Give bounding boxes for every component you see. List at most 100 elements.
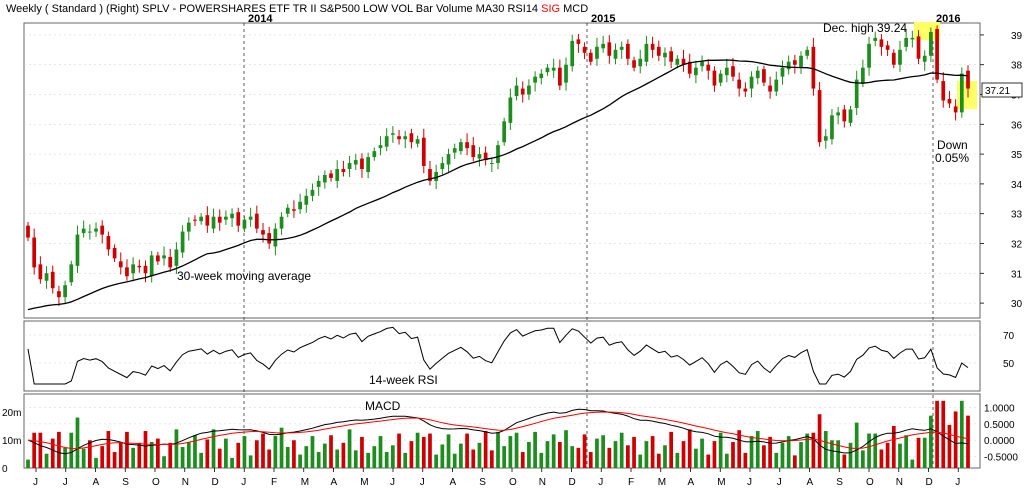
volume-bar	[285, 447, 290, 468]
price-bar-body	[545, 67, 550, 73]
month-label: J	[63, 477, 68, 488]
price-bar-body	[335, 169, 340, 181]
volume-bar	[780, 442, 785, 468]
volume-bar	[180, 447, 185, 468]
volume-bar	[254, 440, 259, 468]
volume-bar	[391, 445, 395, 468]
price-bar-body	[941, 81, 946, 101]
volume-bar	[613, 441, 618, 468]
macd-tick-label: 1.0000	[984, 404, 1015, 415]
volume-bar	[125, 431, 129, 468]
volume-bar	[687, 429, 692, 468]
volume-bar	[94, 457, 98, 468]
volume-bar	[502, 446, 507, 468]
volume-bar	[32, 432, 37, 468]
month-label: J	[955, 477, 960, 488]
price-bar-body	[186, 222, 191, 232]
volume-bar	[576, 447, 581, 468]
macd-tick-label: 0.0000	[984, 436, 1015, 447]
volume-bar	[446, 434, 451, 468]
volume-bar	[273, 436, 278, 468]
volume-bar	[459, 443, 463, 468]
rsi-line	[27, 326, 969, 385]
price-bar-body	[483, 152, 488, 161]
price-bar-body	[391, 133, 395, 135]
price-bar-body	[465, 142, 469, 149]
price-bar-body	[298, 201, 302, 210]
price-bar-body	[718, 73, 723, 83]
month-label: M	[360, 477, 368, 488]
volume-bar	[452, 453, 457, 468]
month-label: F	[628, 477, 634, 488]
volume-bar	[471, 449, 476, 468]
volume-bar	[762, 445, 766, 468]
volume-bar	[916, 437, 921, 468]
price-bar-body	[922, 55, 927, 62]
price-bar-body	[316, 180, 321, 187]
price-bar-body	[353, 160, 358, 165]
volume-bar	[694, 448, 698, 468]
volume-bar	[731, 441, 735, 468]
month-label: O	[152, 477, 160, 488]
price-bar-body	[32, 237, 37, 268]
volume-bar	[663, 445, 667, 468]
volume-bar	[38, 432, 43, 468]
price-bar-body	[267, 233, 272, 244]
price-bar-body	[477, 154, 482, 159]
volume-bar	[724, 453, 729, 468]
volume-bar	[57, 431, 61, 468]
volume-bar	[879, 449, 884, 468]
volume-bar	[496, 431, 500, 468]
volume-bar	[891, 426, 896, 468]
price-bar-body	[663, 52, 667, 58]
last-price-box	[981, 82, 1023, 98]
volume-tick-label: 20m	[2, 408, 21, 419]
price-bar-body	[805, 49, 810, 56]
volume-bar	[384, 452, 389, 468]
price-bar-body	[576, 39, 581, 44]
volume-bar	[848, 442, 853, 468]
dec-high-annotation: Dec. high 39.24	[823, 21, 907, 35]
macd-annotation: MACD	[365, 399, 401, 413]
price-bar-body	[786, 61, 791, 70]
price-bar-body	[94, 228, 98, 232]
price-bar-body	[205, 215, 210, 226]
price-bar-body	[694, 67, 698, 76]
volume-bar	[712, 441, 717, 468]
ma-annotation: 30-week moving average	[177, 269, 311, 283]
volume-bar	[44, 453, 49, 468]
volume-bar	[69, 432, 74, 468]
sig-label: SIG	[541, 3, 560, 15]
price-bar-body	[87, 231, 92, 233]
price-bar-body	[409, 133, 414, 143]
price-tick-label: 33	[1011, 210, 1023, 221]
price-bar-body	[434, 171, 439, 181]
signal-line	[27, 411, 969, 450]
price-bar-body	[737, 79, 742, 89]
volume-bar	[867, 433, 871, 468]
volume-bar	[118, 441, 123, 468]
year-label-2015: 2015	[591, 13, 615, 25]
price-bar-body	[415, 139, 420, 144]
macd-panel	[23, 393, 981, 469]
volume-bar	[737, 430, 742, 468]
volume-bar	[199, 452, 204, 468]
price-bar-body	[706, 64, 711, 71]
volume-bar	[626, 445, 630, 468]
volume-bar	[792, 455, 797, 468]
volume-bar	[830, 440, 834, 468]
volume-bar	[353, 450, 358, 468]
price-bar-body	[421, 137, 426, 167]
price-bar-body	[681, 58, 686, 65]
price-bar-body	[459, 142, 463, 152]
macd-line	[27, 408, 969, 455]
price-bar-body	[69, 264, 74, 283]
volume-bar	[743, 452, 748, 468]
volume-bar	[112, 452, 117, 468]
price-bar-body	[929, 31, 933, 56]
price-bar-body	[817, 90, 822, 143]
volume-bar	[755, 431, 760, 468]
volume-bar	[50, 438, 55, 468]
dec-high-highlight	[914, 22, 940, 40]
volume-bar	[63, 447, 67, 468]
